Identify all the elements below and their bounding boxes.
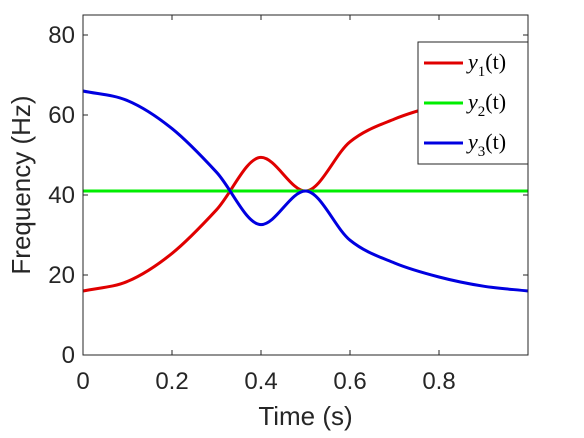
legend: y1(t) y2(t) y3(t) (417, 41, 529, 165)
y-tick-label: 40 (48, 182, 75, 209)
legend-label-1: y1(t) (466, 49, 506, 80)
y-tick-label: 0 (62, 342, 75, 369)
y-tick-label: 60 (48, 102, 75, 129)
x-tick-label: 0.8 (422, 368, 455, 395)
axes-box (82, 14, 529, 356)
x-tick-label: 0.2 (155, 368, 188, 395)
x-axis-label: Time (s) (258, 401, 352, 431)
y-axis-label: Frequency (Hz) (6, 95, 36, 274)
legend-label-3: y3(t) (466, 129, 506, 160)
y-tick-label: 80 (48, 22, 75, 49)
x-tick-label: 0 (76, 368, 89, 395)
legend-label-2: y2(t) (466, 89, 506, 120)
x-tick-label: 0.6 (333, 368, 366, 395)
x-tick-label: 0.4 (244, 368, 277, 395)
series-line-3 (82, 89, 529, 293)
axes-layer: 0 0.2 0.4 0.6 0.8 0 20 40 60 80 (48, 14, 529, 395)
y-tick-label: 20 (48, 262, 75, 289)
